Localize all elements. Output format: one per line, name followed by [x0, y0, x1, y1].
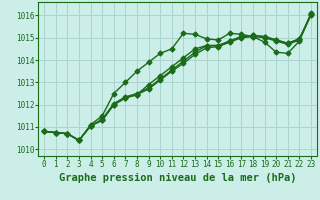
X-axis label: Graphe pression niveau de la mer (hPa): Graphe pression niveau de la mer (hPa) — [59, 173, 296, 183]
